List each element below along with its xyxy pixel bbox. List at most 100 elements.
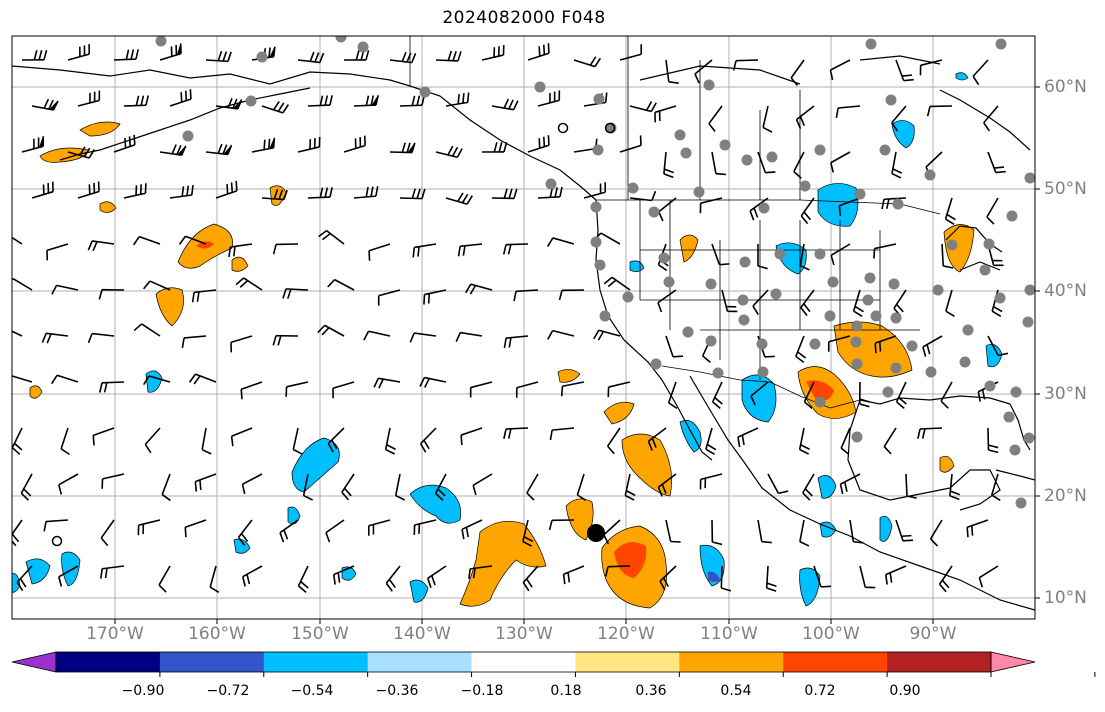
- barb-feather: [874, 343, 877, 354]
- barb-shaft: [552, 237, 575, 245]
- wind-barb: [852, 289, 864, 318]
- open-circle-marker: [51, 535, 63, 547]
- barb-feather: [132, 236, 140, 246]
- barb-shaft: [231, 427, 253, 437]
- shade-region: [955, 72, 969, 81]
- shade-region: [603, 401, 635, 425]
- wind-barb: [412, 243, 437, 258]
- barb-feather: [802, 492, 811, 501]
- shade-region: [679, 234, 699, 263]
- barb-shaft: [767, 473, 780, 494]
- barb-feather: [547, 135, 550, 146]
- wind-barb: [929, 519, 943, 547]
- barb-shaft: [46, 243, 69, 252]
- colorbar-tick-label: 0.54: [720, 683, 752, 699]
- barb-shaft: [885, 565, 907, 576]
- wind-barb: [705, 427, 717, 455]
- colorbar-tick-label: −0.72: [206, 683, 250, 699]
- colorbar-swatch: [679, 652, 784, 672]
- barb-shaft: [983, 105, 999, 124]
- wind-barb: [161, 473, 171, 502]
- barb-feather: [412, 247, 416, 258]
- barb-feather: [447, 145, 454, 156]
- wind-barb: [503, 427, 529, 439]
- barb-feather: [981, 389, 986, 400]
- barb-feather: [417, 246, 420, 257]
- wind-barb: [978, 565, 999, 588]
- barb-feather: [799, 264, 810, 271]
- arctic-islands: [639, 55, 941, 85]
- barb-feather: [983, 122, 991, 132]
- barb-shaft: [394, 473, 401, 496]
- wind-barb: [827, 335, 851, 352]
- barb-feather: [388, 578, 396, 588]
- barb-feather: [795, 355, 805, 364]
- barb-shaft: [658, 197, 677, 213]
- wind-barb: [765, 565, 777, 592]
- barb-feather: [128, 136, 132, 147]
- wind-barb: [658, 197, 677, 222]
- wind-barb: [46, 243, 69, 261]
- barb-feather: [457, 246, 461, 257]
- barb-feather: [226, 183, 229, 195]
- cuba: [995, 469, 1035, 481]
- barb-feather: [268, 47, 271, 58]
- barb-shaft: [368, 519, 391, 527]
- wind-barb: [874, 335, 897, 354]
- barb-feather: [891, 172, 902, 179]
- open-circle-marker: [557, 122, 569, 134]
- barb-shaft: [919, 427, 943, 430]
- barb-feather: [950, 490, 961, 496]
- wind-barb: [513, 289, 539, 302]
- station-dot: [739, 256, 751, 268]
- wind-barbs: [12, 42, 1009, 593]
- wind-barb: [327, 278, 355, 291]
- barb-shaft: [573, 147, 596, 153]
- wind-barb: [58, 473, 79, 495]
- wind-barb: [560, 381, 585, 397]
- barb-feather: [409, 332, 415, 343]
- barb-feather: [750, 395, 756, 406]
- barb-shaft: [793, 151, 805, 172]
- wind-barb: [181, 335, 207, 348]
- barb-feather: [941, 579, 950, 589]
- station-dot: [851, 431, 863, 443]
- barb-feather: [292, 448, 303, 455]
- barb-shaft: [205, 151, 228, 156]
- barb-feather: [83, 147, 91, 158]
- wind-barb: [839, 473, 861, 495]
- barb-shaft: [990, 473, 999, 496]
- wind-barb: [849, 519, 864, 544]
- wind-barb: [469, 381, 493, 398]
- barb-feather: [513, 188, 518, 199]
- wind-barb: [699, 473, 723, 490]
- barb-feather: [135, 95, 140, 106]
- barb-shaft: [891, 105, 907, 124]
- barb-feather: [406, 52, 412, 63]
- barb-feather: [23, 488, 32, 497]
- station-dot: [799, 180, 811, 192]
- barb-feather: [329, 95, 333, 106]
- barb-feather: [272, 244, 277, 255]
- wind-barb: [77, 181, 100, 199]
- barb-shaft: [286, 381, 309, 388]
- barb-feather: [297, 585, 307, 593]
- station-dot: [850, 336, 862, 348]
- barb-feather: [193, 375, 201, 385]
- wind-barb: [20, 473, 33, 501]
- barb-feather: [562, 574, 566, 585]
- wind-barb: [522, 519, 534, 547]
- shade-region: [621, 433, 672, 497]
- lon-label: 160°W: [188, 624, 246, 644]
- wind-barb: [757, 243, 768, 270]
- barb-shaft: [184, 335, 207, 339]
- barb-shaft: [209, 565, 217, 588]
- wind-barb: [624, 473, 636, 501]
- barb-feather: [749, 210, 755, 221]
- barb-feather: [543, 136, 546, 147]
- barb-shaft: [526, 473, 539, 494]
- wind-barb: [944, 197, 956, 226]
- barb-shaft: [986, 197, 999, 218]
- wind-barb: [838, 197, 861, 216]
- barb-shaft: [21, 145, 44, 153]
